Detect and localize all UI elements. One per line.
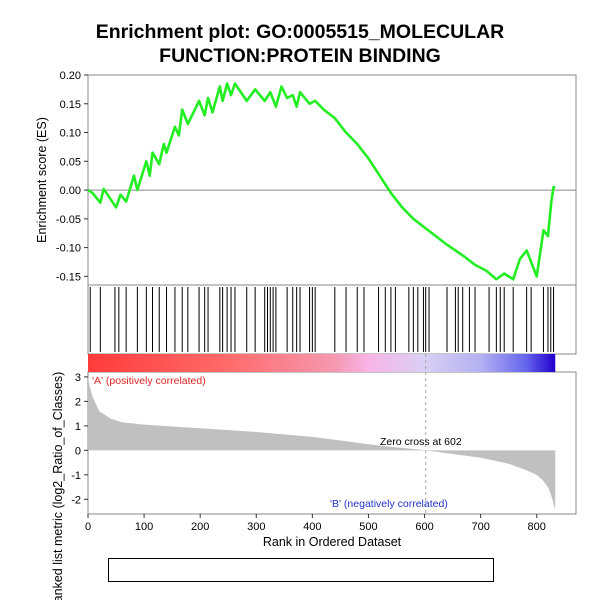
xtick-label: 100 [135, 521, 153, 533]
metric-ytick-label: 2 [75, 396, 81, 408]
es-ytick-label: 0.15 [60, 99, 81, 111]
es-ytick-label: 0.20 [60, 70, 81, 82]
es-ytick-label: -0.10 [56, 243, 81, 255]
x-axis-label: Rank in Ordered Dataset [263, 535, 402, 549]
metric-ytick-label: 3 [75, 372, 81, 384]
xtick-label: 600 [415, 521, 433, 533]
xtick-label: 200 [191, 521, 209, 533]
chart-title-line2: FUNCTION:PROTEIN BINDING [159, 45, 441, 67]
xtick-label: 300 [247, 521, 265, 533]
hits-panel-frame [87, 284, 577, 355]
xtick-label: 800 [528, 521, 546, 533]
legend [108, 558, 494, 582]
xtick-label: 400 [303, 521, 321, 533]
es-axis-label: Enrichment score (ES) [35, 117, 49, 243]
metric-ytick-label: -1 [71, 470, 81, 482]
chart-title-line1: Enrichment plot: GO:0005515_MOLECULAR [95, 21, 505, 43]
xtick-label: 0 [85, 521, 91, 533]
metric-axis-label: Ranked list metric (log2_Ratio_of_Classe… [51, 372, 65, 600]
es-ytick-label: 0.10 [60, 128, 81, 140]
negative-correlation-label: 'B' (negatively correlated) [330, 498, 448, 510]
rank-color-bar [88, 354, 556, 372]
xtick-label: 500 [359, 521, 377, 533]
es-ytick-label: 0.05 [60, 156, 81, 168]
metric-ytick-label: 1 [75, 421, 81, 433]
es-ytick-label: 0.00 [60, 185, 81, 197]
metric-ytick-label: -2 [71, 494, 81, 506]
es-panel-frame [87, 74, 577, 286]
chart-title: Enrichment plot: GO:0005515_MOLECULAR FU… [0, 20, 600, 68]
ranking-metric-area [88, 376, 556, 510]
es-ytick-label: -0.05 [56, 214, 81, 226]
metric-ytick-label: 0 [75, 445, 81, 457]
zero-cross-label: Zero cross at 602 [380, 436, 462, 448]
xtick-label: 700 [471, 521, 489, 533]
positive-correlation-label: 'A' (positively correlated) [92, 375, 206, 387]
es-ytick-label: -0.15 [56, 271, 81, 283]
enrichment-profile-line [87, 82, 556, 281]
